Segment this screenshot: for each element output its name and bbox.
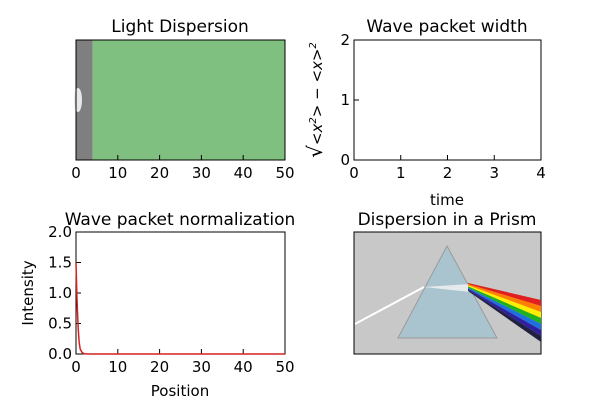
y-axis-label: √<x2> − <x>2	[303, 42, 327, 158]
series-line	[75, 262, 285, 355]
incident-light-ray	[354, 286, 425, 325]
region-0	[76, 40, 93, 160]
y-tick-label: 0.5	[48, 315, 72, 333]
x-tick-label: 30	[192, 164, 211, 182]
x-axis-label: time	[430, 191, 464, 209]
spectrum-band-1	[468, 284, 541, 312]
spectrum-band-2	[468, 285, 541, 318]
sqrt-sign: √	[303, 145, 327, 158]
x-tick-label: 30	[192, 358, 211, 376]
x-tick-label: 10	[108, 358, 127, 376]
light-source-glow	[74, 88, 82, 112]
x-tick-label: 20	[150, 358, 169, 376]
panel-light-dispersion: Light Dispersion 0 10 20 30 40 50	[71, 17, 294, 182]
y-tick-label: 0.0	[48, 345, 72, 363]
x-tick-label: 3	[489, 164, 499, 182]
x-axis: 0 1 2 3 4	[349, 155, 546, 182]
x-tick-label: 4	[536, 164, 546, 182]
spectrum-band-3	[468, 286, 541, 324]
x-tick-label: 20	[150, 164, 169, 182]
y-tick-label: 0	[340, 151, 350, 169]
x-tick-label: 0	[71, 164, 81, 182]
x-axis: 0 10 20 30 40 50	[71, 155, 295, 182]
spectrum-band-6	[468, 289, 541, 342]
panel-wave-packet-width: Wave packet width 0 1 2 3 4 0 1 2 time √<x2> −…	[303, 17, 546, 209]
plot-frame	[353, 39, 542, 161]
y-tick-label: 1.5	[48, 254, 72, 272]
internal-beam	[424, 284, 470, 292]
chart-title: Wave packet normalization	[65, 210, 296, 230]
x-axis: 0 10 20 30 40 50	[71, 349, 295, 376]
x-tick-label: 40	[234, 358, 253, 376]
y-tick-label: 2	[340, 31, 350, 49]
y-axis: 0.0 0.5 1.0 1.5 2.0	[48, 223, 81, 363]
x-tick-label: 1	[396, 164, 406, 182]
y-tick-label: 1	[340, 91, 350, 109]
svg-text:√<x2> − <x>2: √<x2> − <x>2	[303, 42, 327, 158]
spectrum-band-0	[468, 283, 541, 306]
y-tick-label: 1.0	[48, 284, 72, 302]
x-tick-label: 2	[443, 164, 453, 182]
spectrum-band-5	[468, 288, 541, 336]
panel-wave-packet-normalization: Wave packet normalization 0 10 20 30 40 50 0.…	[19, 210, 295, 400]
x-tick-label: 40	[234, 164, 253, 182]
y-axis: 0 1 2	[340, 31, 359, 169]
x-tick-label: 10	[108, 164, 127, 182]
dispersion-field	[74, 40, 285, 160]
y-axis-label: Intensity	[19, 260, 37, 325]
chart-title: Wave packet width	[366, 17, 527, 37]
y-tick-label: 2.0	[48, 223, 72, 241]
panel-dispersion-in-prism: Dispersion in a Prism	[353, 210, 542, 355]
chart-title: Light Dispersion	[111, 17, 249, 37]
x-tick-label: 50	[275, 164, 294, 182]
x-axis-label: Position	[151, 382, 209, 400]
spectrum-fan	[468, 283, 541, 342]
x-tick-label: 0	[71, 358, 81, 376]
spectrum-band-4	[468, 287, 541, 330]
plot-frame	[75, 39, 286, 161]
plot-frame	[75, 231, 286, 355]
x-tick-label: 50	[275, 358, 294, 376]
region-1	[92, 40, 285, 160]
x-tick-label: 0	[349, 164, 359, 182]
chart-title: Dispersion in a Prism	[358, 210, 537, 230]
